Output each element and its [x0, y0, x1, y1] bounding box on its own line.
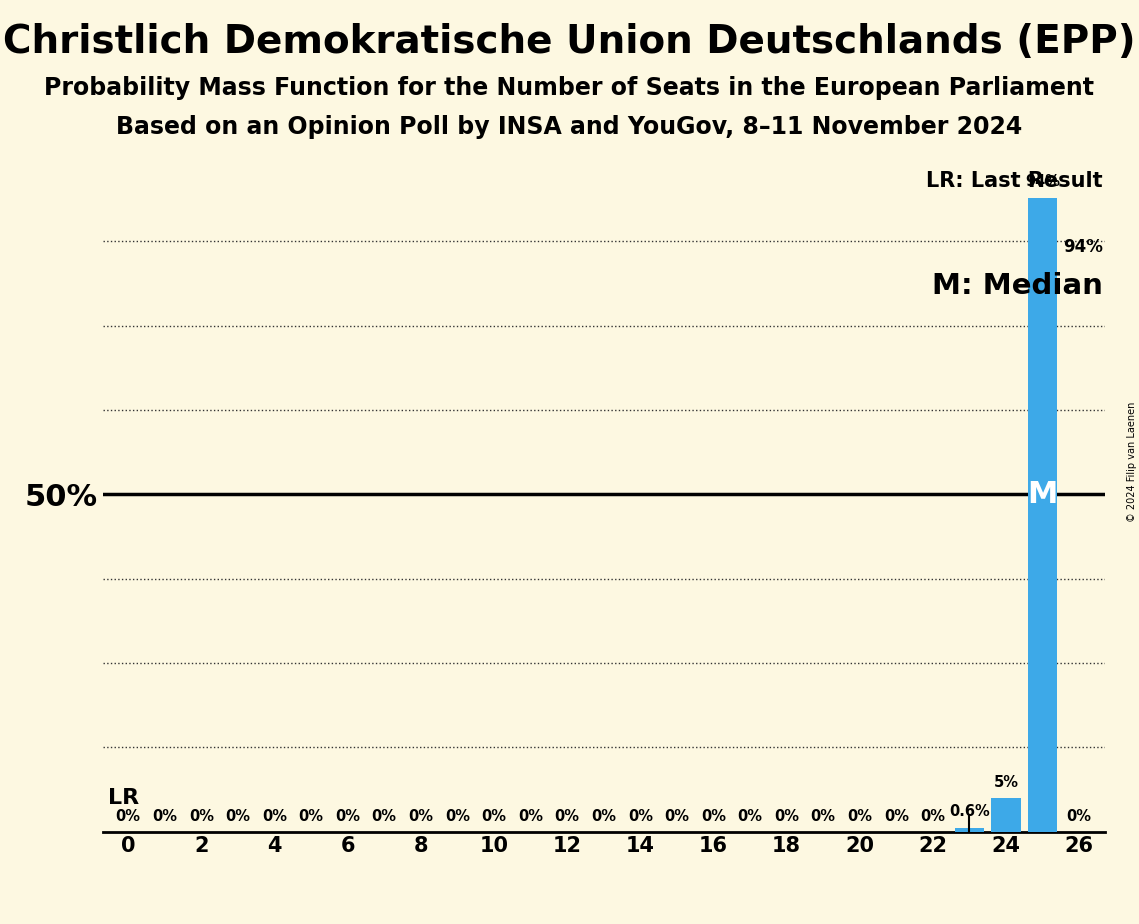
Text: 0%: 0%	[371, 808, 396, 823]
Text: LR: LR	[108, 788, 139, 808]
Text: 0%: 0%	[116, 808, 140, 823]
Text: 0%: 0%	[664, 808, 689, 823]
Text: 0%: 0%	[700, 808, 726, 823]
Text: 5%: 5%	[993, 775, 1018, 790]
Text: 0%: 0%	[445, 808, 470, 823]
Text: 0%: 0%	[920, 808, 945, 823]
Text: M: Median: M: Median	[932, 272, 1103, 299]
Text: 0%: 0%	[811, 808, 836, 823]
Text: 94%: 94%	[1063, 238, 1103, 256]
Text: LR: Last Result: LR: Last Result	[926, 171, 1103, 190]
Text: 0%: 0%	[298, 808, 323, 823]
Text: 0%: 0%	[482, 808, 507, 823]
Text: 0%: 0%	[775, 808, 800, 823]
Text: 0%: 0%	[189, 808, 214, 823]
Text: 0%: 0%	[408, 808, 433, 823]
Text: © 2024 Filip van Laenen: © 2024 Filip van Laenen	[1126, 402, 1137, 522]
Text: 0%: 0%	[555, 808, 580, 823]
Text: 0%: 0%	[153, 808, 178, 823]
Bar	[991, 798, 1021, 832]
Bar	[954, 828, 984, 832]
Text: Christlich Demokratische Union Deutschlands (EPP): Christlich Demokratische Union Deutschla…	[3, 23, 1136, 61]
Text: Based on an Opinion Poll by INSA and YouGov, 8–11 November 2024: Based on an Opinion Poll by INSA and You…	[116, 115, 1023, 139]
Text: Probability Mass Function for the Number of Seats in the European Parliament: Probability Mass Function for the Number…	[44, 76, 1095, 100]
Text: 94%: 94%	[1025, 175, 1060, 189]
Text: 0%: 0%	[847, 808, 872, 823]
Text: 0%: 0%	[335, 808, 360, 823]
Text: 0%: 0%	[226, 808, 251, 823]
Text: 0%: 0%	[262, 808, 287, 823]
Text: 0%: 0%	[628, 808, 653, 823]
Text: M: M	[1027, 480, 1058, 509]
Text: 0%: 0%	[737, 808, 762, 823]
Text: 0%: 0%	[884, 808, 909, 823]
Text: 0.6%: 0.6%	[949, 805, 990, 820]
Text: 0%: 0%	[518, 808, 543, 823]
Text: 0%: 0%	[1067, 808, 1091, 823]
Text: 0%: 0%	[591, 808, 616, 823]
Bar	[1029, 198, 1057, 832]
